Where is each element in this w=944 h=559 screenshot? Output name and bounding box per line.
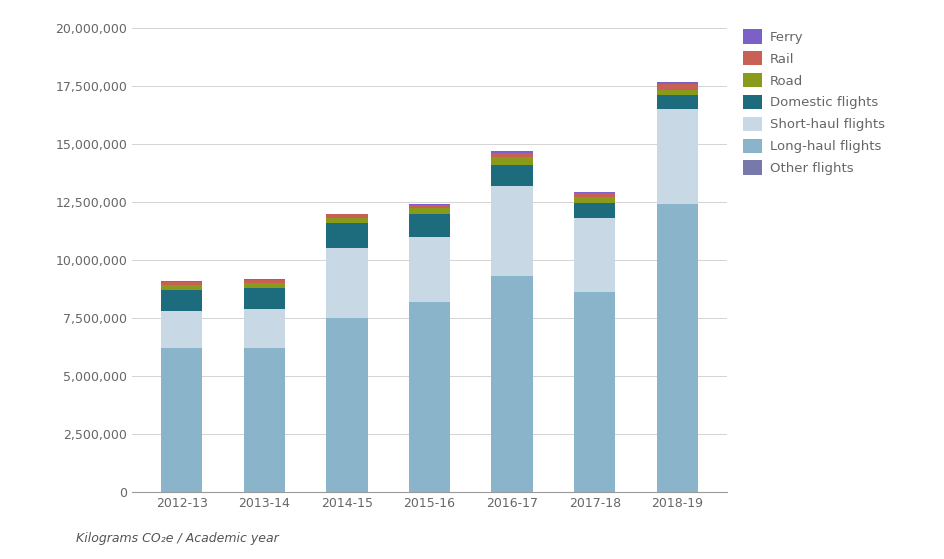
Bar	[574, 197, 615, 203]
Bar	[161, 348, 202, 492]
Bar	[492, 276, 532, 492]
Bar	[327, 223, 367, 248]
Bar	[161, 282, 202, 286]
Bar	[574, 193, 615, 197]
Bar	[244, 279, 285, 280]
Bar	[244, 283, 285, 288]
Bar	[492, 151, 532, 153]
Bar	[657, 204, 698, 492]
Bar	[161, 286, 202, 290]
Bar	[327, 215, 367, 217]
Bar	[657, 95, 698, 109]
Bar	[492, 165, 532, 186]
Bar	[574, 218, 615, 292]
Bar	[409, 205, 450, 208]
Bar	[244, 288, 285, 309]
Bar	[327, 214, 367, 215]
Bar	[492, 158, 532, 165]
Bar	[161, 281, 202, 282]
Bar	[327, 318, 367, 492]
Bar	[244, 309, 285, 348]
Bar	[574, 292, 615, 492]
Bar	[161, 290, 202, 311]
Bar	[409, 237, 450, 302]
Bar	[657, 82, 698, 84]
Bar	[409, 302, 450, 492]
Legend: Ferry, Rail, Road, Domestic flights, Short-haul flights, Long-haul flights, Othe: Ferry, Rail, Road, Domestic flights, Sho…	[739, 25, 888, 179]
Bar	[492, 153, 532, 158]
Bar	[244, 280, 285, 283]
Text: Kilograms CO₂e / Academic year: Kilograms CO₂e / Academic year	[76, 532, 278, 545]
Bar	[574, 192, 615, 193]
Bar	[161, 311, 202, 348]
Bar	[657, 90, 698, 95]
Bar	[657, 84, 698, 90]
Bar	[327, 248, 367, 318]
Bar	[409, 214, 450, 237]
Bar	[409, 208, 450, 214]
Bar	[657, 109, 698, 204]
Bar	[409, 204, 450, 205]
Bar	[327, 217, 367, 223]
Bar	[492, 186, 532, 276]
Bar	[244, 348, 285, 492]
Bar	[574, 203, 615, 218]
